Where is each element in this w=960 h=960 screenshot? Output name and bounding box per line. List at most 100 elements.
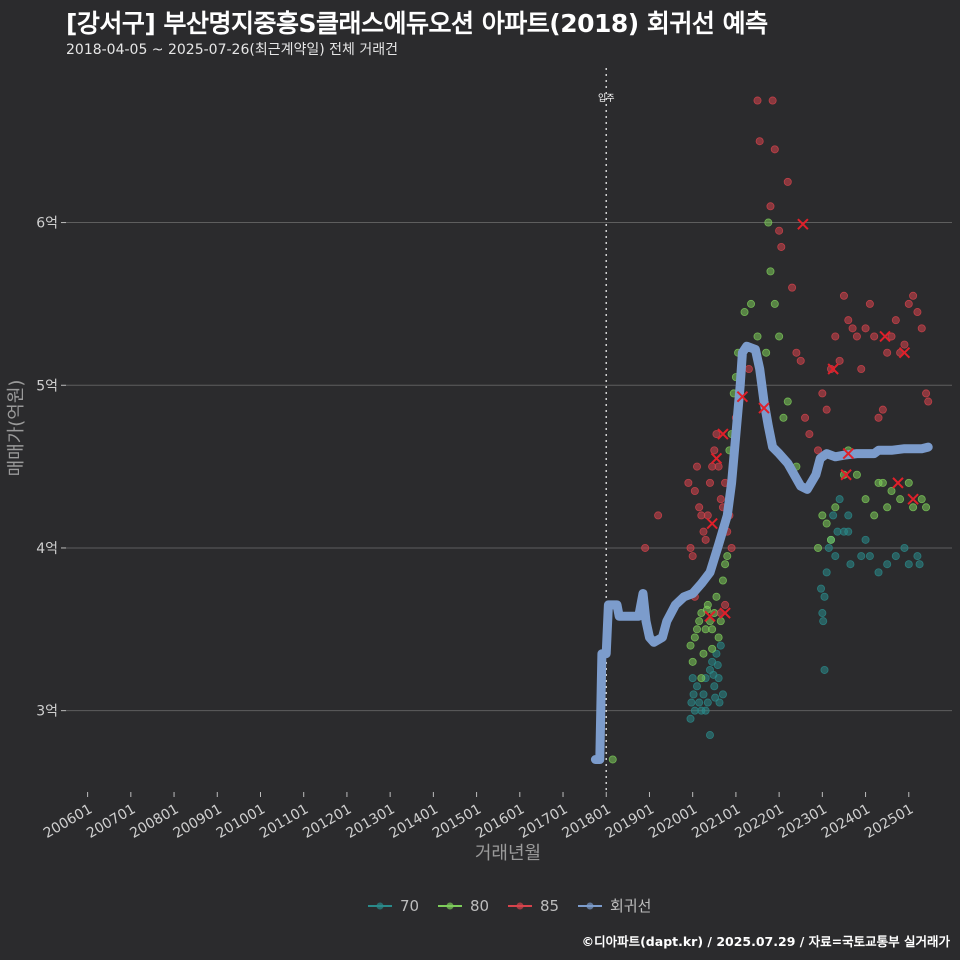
x-tick-label: 201201: [300, 801, 354, 842]
data-point-85: [887, 332, 896, 341]
cross-marker: [719, 607, 731, 619]
data-point-80: [740, 308, 749, 317]
data-point-80: [762, 348, 771, 357]
data-point-80: [690, 633, 699, 642]
data-point-80: [753, 332, 762, 341]
x-tick-label: 201801: [560, 801, 614, 842]
cross-stroke: [704, 610, 716, 622]
data-point-80: [718, 576, 727, 585]
data-point-80: [708, 625, 717, 634]
data-point-85: [913, 308, 922, 317]
data-point-80: [887, 487, 896, 496]
data-point-80: [783, 397, 792, 406]
data-point-80: [822, 519, 831, 528]
data-point-80: [831, 503, 840, 512]
data-point-70: [713, 661, 722, 670]
data-point-85: [796, 356, 805, 365]
legend: 70 80 85 회귀선: [368, 897, 651, 915]
data-point-70: [874, 568, 883, 577]
legend-item-회귀선: 회귀선: [578, 897, 651, 915]
x-tick-label: 200801: [127, 801, 181, 842]
cross-stroke: [879, 330, 891, 343]
data-point-80: [909, 503, 918, 512]
cross-stroke: [710, 452, 723, 465]
data-point-85: [818, 389, 827, 398]
x-tick-label: 202301: [776, 801, 830, 842]
cross-marker: [758, 402, 770, 414]
data-point-70: [693, 682, 702, 691]
data-point-80: [878, 478, 887, 487]
cross-layer: [704, 218, 919, 622]
data-point-80: [861, 495, 870, 504]
data-point-70: [820, 592, 829, 601]
data-point-85: [831, 332, 840, 341]
x-tick-label: 201301: [343, 801, 397, 842]
cross-stroke: [797, 218, 809, 230]
x-tick-label: 200601: [41, 801, 95, 842]
x-tick-label: 201401: [387, 801, 441, 842]
data-point-85: [865, 299, 874, 308]
x-tick-label: 201501: [430, 801, 484, 842]
legend-key-dot: [516, 902, 524, 910]
data-point-70: [701, 706, 710, 715]
cross-marker: [907, 493, 919, 505]
x-tick-label: 201001: [214, 801, 268, 842]
data-point-80: [764, 218, 773, 227]
data-point-85: [699, 527, 708, 536]
data-point-70: [716, 641, 725, 650]
data-point-70: [820, 665, 829, 674]
cross-marker: [736, 390, 749, 403]
data-point-80: [917, 495, 926, 504]
data-point-70: [891, 552, 900, 561]
y-tick-label: 6억: [36, 216, 58, 232]
legend-label: 80: [470, 897, 489, 915]
cross-marker: [710, 452, 723, 465]
data-point-70: [904, 560, 913, 569]
data-point-70: [688, 674, 697, 683]
cross-stroke: [898, 347, 911, 359]
data-point-80: [775, 332, 784, 341]
data-point-70: [831, 552, 840, 561]
data-point-85: [695, 503, 704, 512]
data-point-85: [835, 356, 844, 365]
x-tick-label: 202101: [689, 801, 743, 842]
data-point-85: [721, 600, 730, 609]
cross-marker: [898, 347, 911, 359]
data-point-85: [701, 535, 710, 544]
data-point-85: [654, 511, 663, 520]
y-tick-label: 3억: [36, 704, 58, 720]
regression-line: [590, 341, 933, 764]
legend-item-85: 85: [508, 897, 559, 915]
data-point-80: [883, 503, 892, 512]
points-layer: [608, 96, 933, 764]
data-point-70: [913, 552, 922, 561]
source-caption: ©디아파트(dapt.kr) / 2025.07.29 / 자료=국토교통부 실…: [581, 934, 950, 949]
y-axis: 3억 4억 5억 6억: [36, 216, 66, 720]
regression-layer: [590, 341, 933, 764]
data-point-70: [865, 552, 874, 561]
data-point-85: [684, 478, 693, 487]
cross-stroke: [717, 428, 729, 440]
data-point-85: [909, 291, 918, 300]
cross-stroke: [827, 363, 839, 375]
data-point-70: [710, 682, 719, 691]
data-point-80: [904, 478, 913, 487]
legend-label: 70: [400, 897, 419, 915]
cross-stroke: [758, 402, 770, 414]
data-point-80: [699, 649, 708, 658]
legend-key-dot: [376, 902, 384, 910]
x-tick-label: 201601: [473, 801, 527, 842]
data-point-70: [844, 527, 853, 536]
cross-marker: [704, 610, 716, 622]
data-point-80: [826, 535, 835, 544]
legend-item-70: 70: [368, 897, 419, 915]
data-point-85: [891, 316, 900, 325]
data-point-70: [915, 560, 924, 569]
data-point-70: [861, 535, 870, 544]
data-point-80: [721, 560, 730, 569]
y-tick-label: 5억: [36, 378, 58, 394]
data-point-85: [848, 324, 857, 333]
cross-stroke: [840, 469, 852, 481]
cross-marker: [842, 447, 854, 460]
data-point-85: [755, 137, 764, 146]
